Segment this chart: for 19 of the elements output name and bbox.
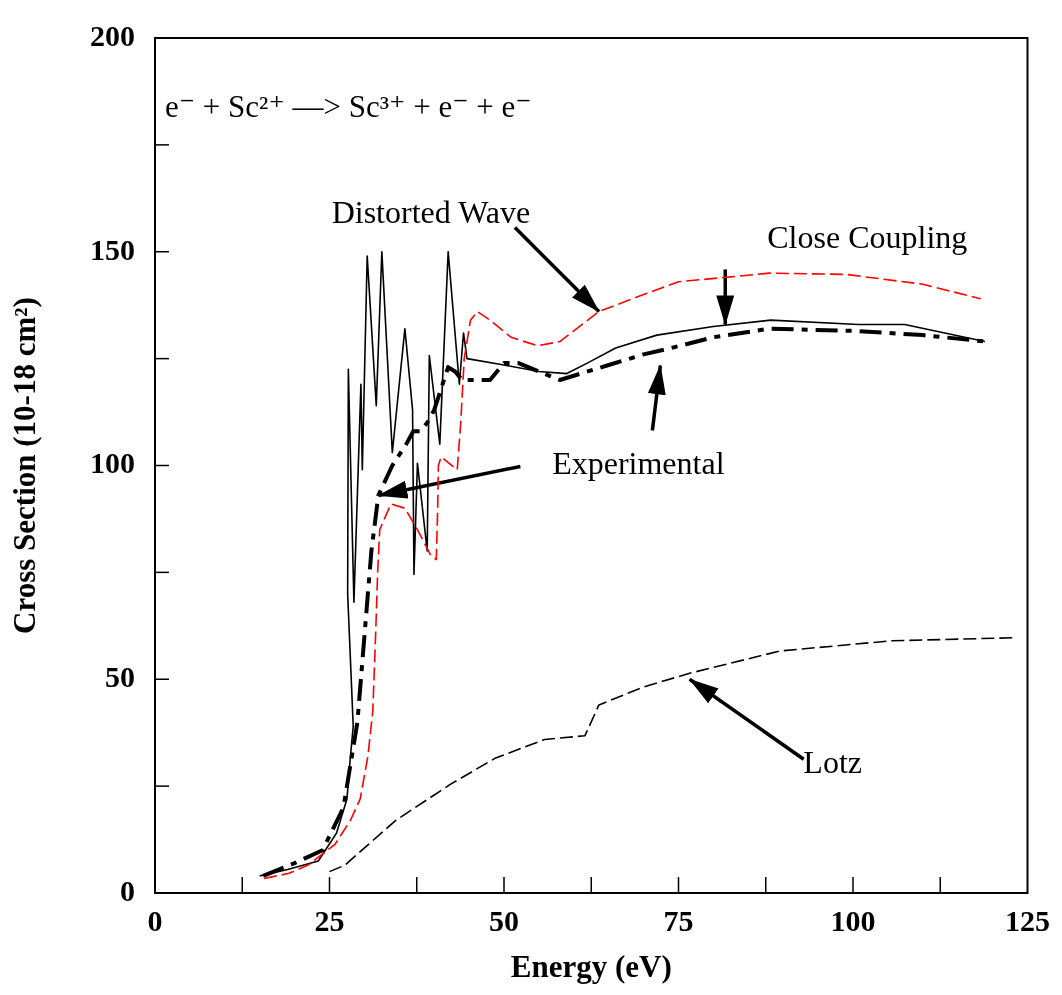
annotation: Experimental (552, 444, 725, 481)
y-tick-label: 200 (90, 18, 135, 52)
y-tick-label: 100 (90, 446, 135, 480)
y-tick-label: 50 (105, 660, 135, 693)
x-tick-label: 25 (314, 903, 345, 937)
x-tick-label: 0 (147, 903, 163, 937)
y-tick-label: 0 (120, 873, 135, 907)
x-tick-label: 50 (489, 903, 519, 937)
annotation: Distorted Wave (331, 194, 531, 231)
x-tick-label: 100 (830, 903, 876, 937)
text: e⁻ + Sc²⁺ —> Sc³⁺ + e⁻ + e⁻ (165, 88, 532, 124)
y-axis-title: Cross Section (10-18 cm²) (6, 297, 42, 634)
x-axis-title: Energy (eV) (510, 949, 672, 985)
annotation: Lotz (803, 743, 862, 780)
x-tick-label: 125 (1005, 903, 1050, 937)
annotation: Close Coupling (767, 218, 968, 255)
x-tick-label: 75 (663, 903, 694, 937)
y-tick-label: 150 (90, 232, 135, 266)
line-series (328, 636, 1015, 873)
